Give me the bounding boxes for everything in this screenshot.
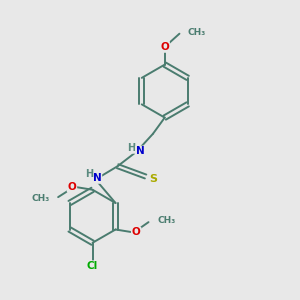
Text: O: O bbox=[132, 227, 140, 237]
Text: O: O bbox=[160, 42, 169, 52]
Text: CH₃: CH₃ bbox=[188, 28, 206, 37]
Text: H: H bbox=[85, 169, 93, 178]
Text: N: N bbox=[136, 146, 145, 157]
Text: N: N bbox=[93, 173, 101, 183]
Text: S: S bbox=[149, 174, 157, 184]
Text: CH₃: CH₃ bbox=[32, 194, 50, 203]
Text: H: H bbox=[128, 143, 136, 153]
Text: O: O bbox=[68, 182, 76, 192]
Text: CH₃: CH₃ bbox=[157, 216, 176, 225]
Text: Cl: Cl bbox=[87, 261, 98, 271]
